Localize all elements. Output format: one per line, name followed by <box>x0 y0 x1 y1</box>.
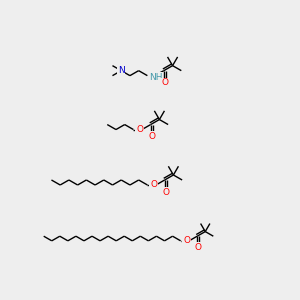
Text: O: O <box>162 188 169 197</box>
Text: O: O <box>161 79 168 88</box>
Text: O: O <box>195 243 202 252</box>
Text: O: O <box>136 125 143 134</box>
Text: O: O <box>148 132 155 141</box>
Text: O: O <box>183 236 190 245</box>
Text: N: N <box>118 66 124 75</box>
Text: NH: NH <box>149 73 162 82</box>
Text: O: O <box>150 181 157 190</box>
